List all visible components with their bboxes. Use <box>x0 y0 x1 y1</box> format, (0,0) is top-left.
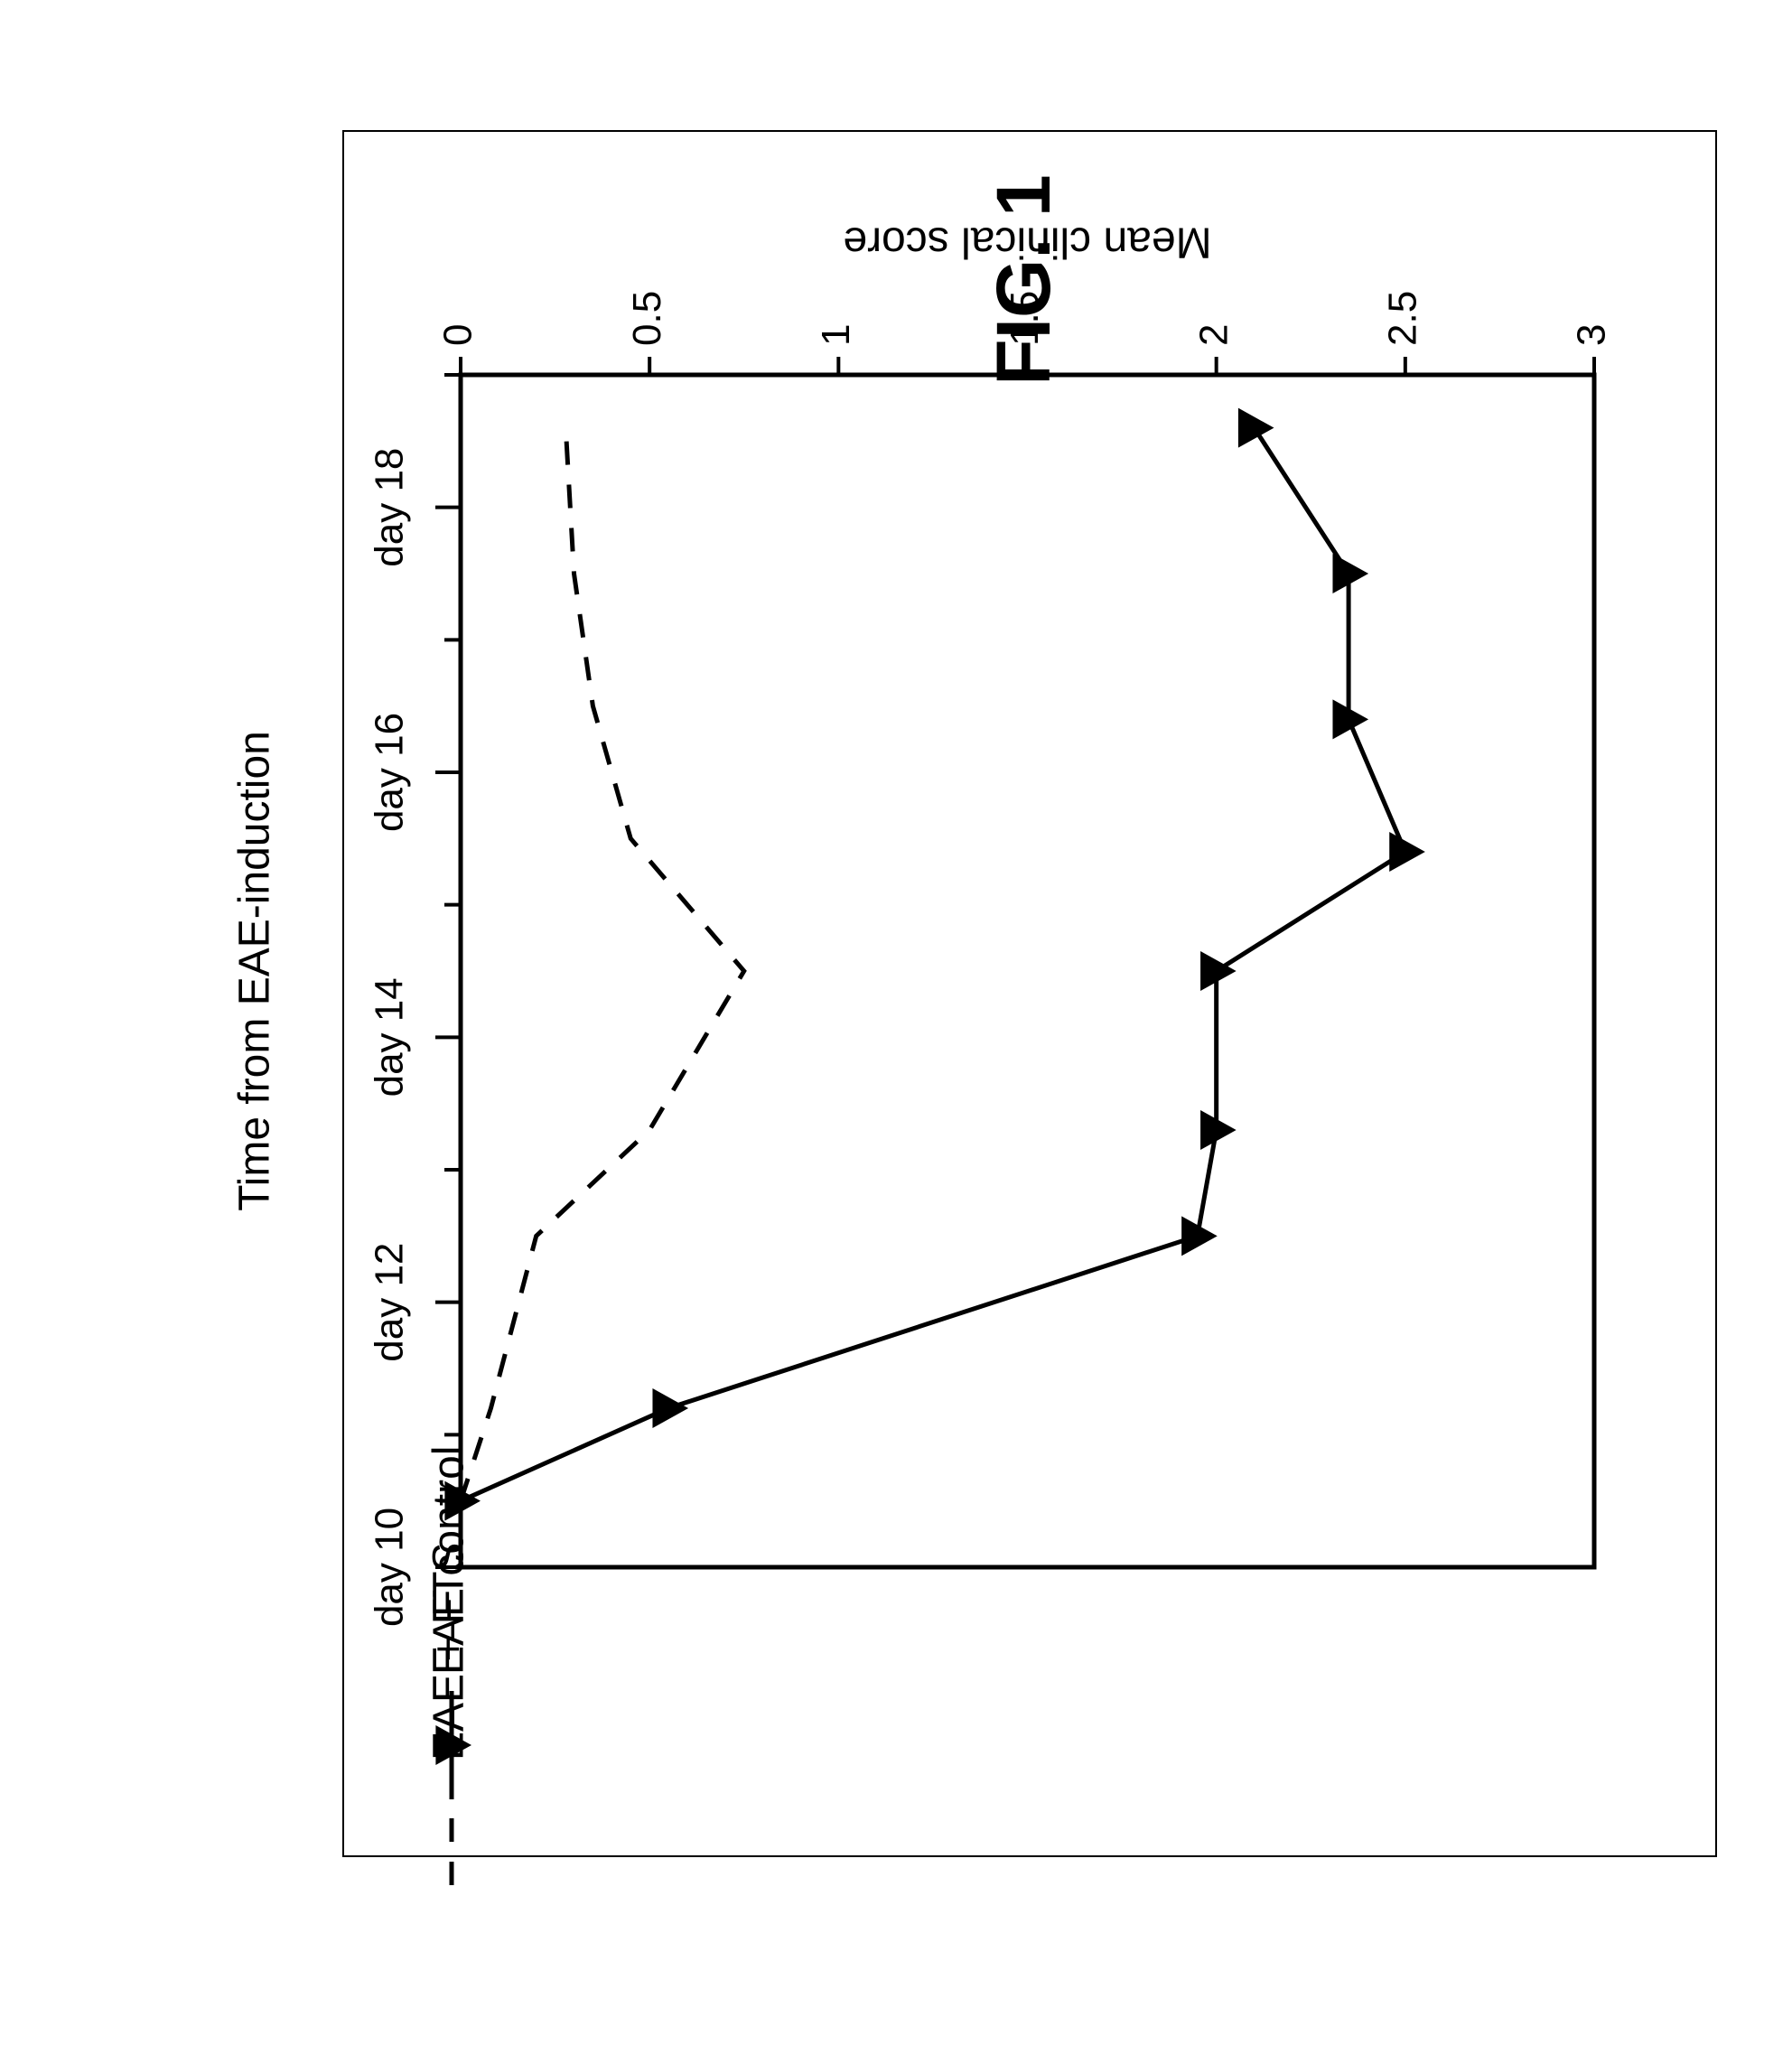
x-tick-label: day 18 <box>368 448 412 567</box>
legend-label: EAE + FTS <box>425 1543 473 1760</box>
triangle-marker <box>1238 408 1274 448</box>
svg-text:0: 0 <box>436 324 481 346</box>
y-tick-label: 3 <box>1570 324 1614 346</box>
series-line <box>461 428 1405 1501</box>
y-tick-label: 2 <box>1191 324 1236 346</box>
svg-text:day 12: day 12 <box>368 1243 412 1362</box>
x-tick-label: day 10 <box>368 1508 412 1627</box>
triangle-marker <box>652 1388 688 1428</box>
y-tick-label: 0.5 <box>625 291 669 346</box>
series-line <box>461 441 744 1500</box>
triangle-marker <box>1389 832 1425 872</box>
figure-container: FIG. 1 0 0.5 1 1.5 2 2.5 3 Mean clinical score da… <box>0 0 1792 2064</box>
svg-text:2: 2 <box>1191 324 1236 346</box>
svg-text:FIG. 1: FIG. 1 <box>981 174 1066 385</box>
chart-svg: FIG. 1 0 0.5 1 1.5 2 2.5 3 Mean clinical score da… <box>0 0 1792 2064</box>
plot-frame <box>461 375 1594 1567</box>
svg-text:day 14: day 14 <box>368 977 412 1097</box>
svg-text:3: 3 <box>1570 324 1614 346</box>
figure-title: FIG. 1 <box>981 174 1066 385</box>
x-tick-label: day 14 <box>368 977 412 1097</box>
y-tick-label: 1.5 <box>1003 291 1047 346</box>
svg-text:1: 1 <box>814 324 858 346</box>
svg-text:0.5: 0.5 <box>625 291 669 346</box>
x-tick-label: day 16 <box>368 713 412 832</box>
svg-text:2.5: 2.5 <box>1380 291 1424 346</box>
svg-text:day 10: day 10 <box>368 1508 412 1627</box>
y-tick-label: 1 <box>814 324 858 346</box>
outer-frame <box>343 131 1716 1856</box>
y-tick-label: 0 <box>436 324 481 346</box>
x-axis-label: Time from EAE-induction <box>231 731 279 1211</box>
y-tick-label: 2.5 <box>1380 291 1424 346</box>
svg-text:EAE + FTS: EAE + FTS <box>425 1543 473 1760</box>
svg-text:Mean clinical score: Mean clinical score <box>843 218 1211 266</box>
y-axis-label: Mean clinical score <box>843 218 1211 266</box>
svg-text:day 16: day 16 <box>368 713 412 832</box>
x-tick-label: day 12 <box>368 1243 412 1362</box>
svg-text:1.5: 1.5 <box>1003 291 1047 346</box>
svg-text:day 18: day 18 <box>368 448 412 567</box>
svg-text:Time from EAE-induction: Time from EAE-induction <box>231 731 279 1211</box>
